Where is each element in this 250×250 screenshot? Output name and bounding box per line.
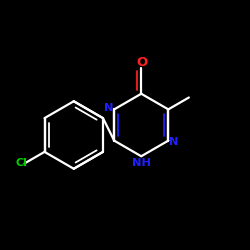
Text: N: N	[169, 136, 178, 146]
Text: N: N	[104, 103, 114, 113]
Text: Cl: Cl	[16, 158, 28, 168]
Text: NH: NH	[132, 158, 151, 168]
Text: O: O	[136, 56, 148, 69]
